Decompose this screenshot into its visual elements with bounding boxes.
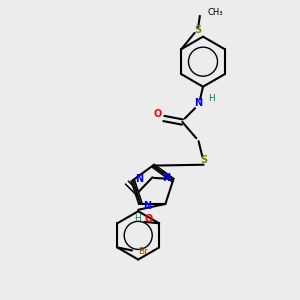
Text: S: S xyxy=(194,25,202,35)
Text: N: N xyxy=(135,174,143,184)
Text: N: N xyxy=(143,201,151,211)
Text: O: O xyxy=(153,109,161,119)
Text: CH₃: CH₃ xyxy=(207,8,223,17)
Text: N: N xyxy=(163,173,171,183)
Text: Br: Br xyxy=(138,248,148,256)
Text: O: O xyxy=(144,214,152,224)
Text: H: H xyxy=(134,214,141,224)
Text: S: S xyxy=(200,155,207,165)
Text: H: H xyxy=(208,94,215,103)
Text: N: N xyxy=(194,98,202,108)
